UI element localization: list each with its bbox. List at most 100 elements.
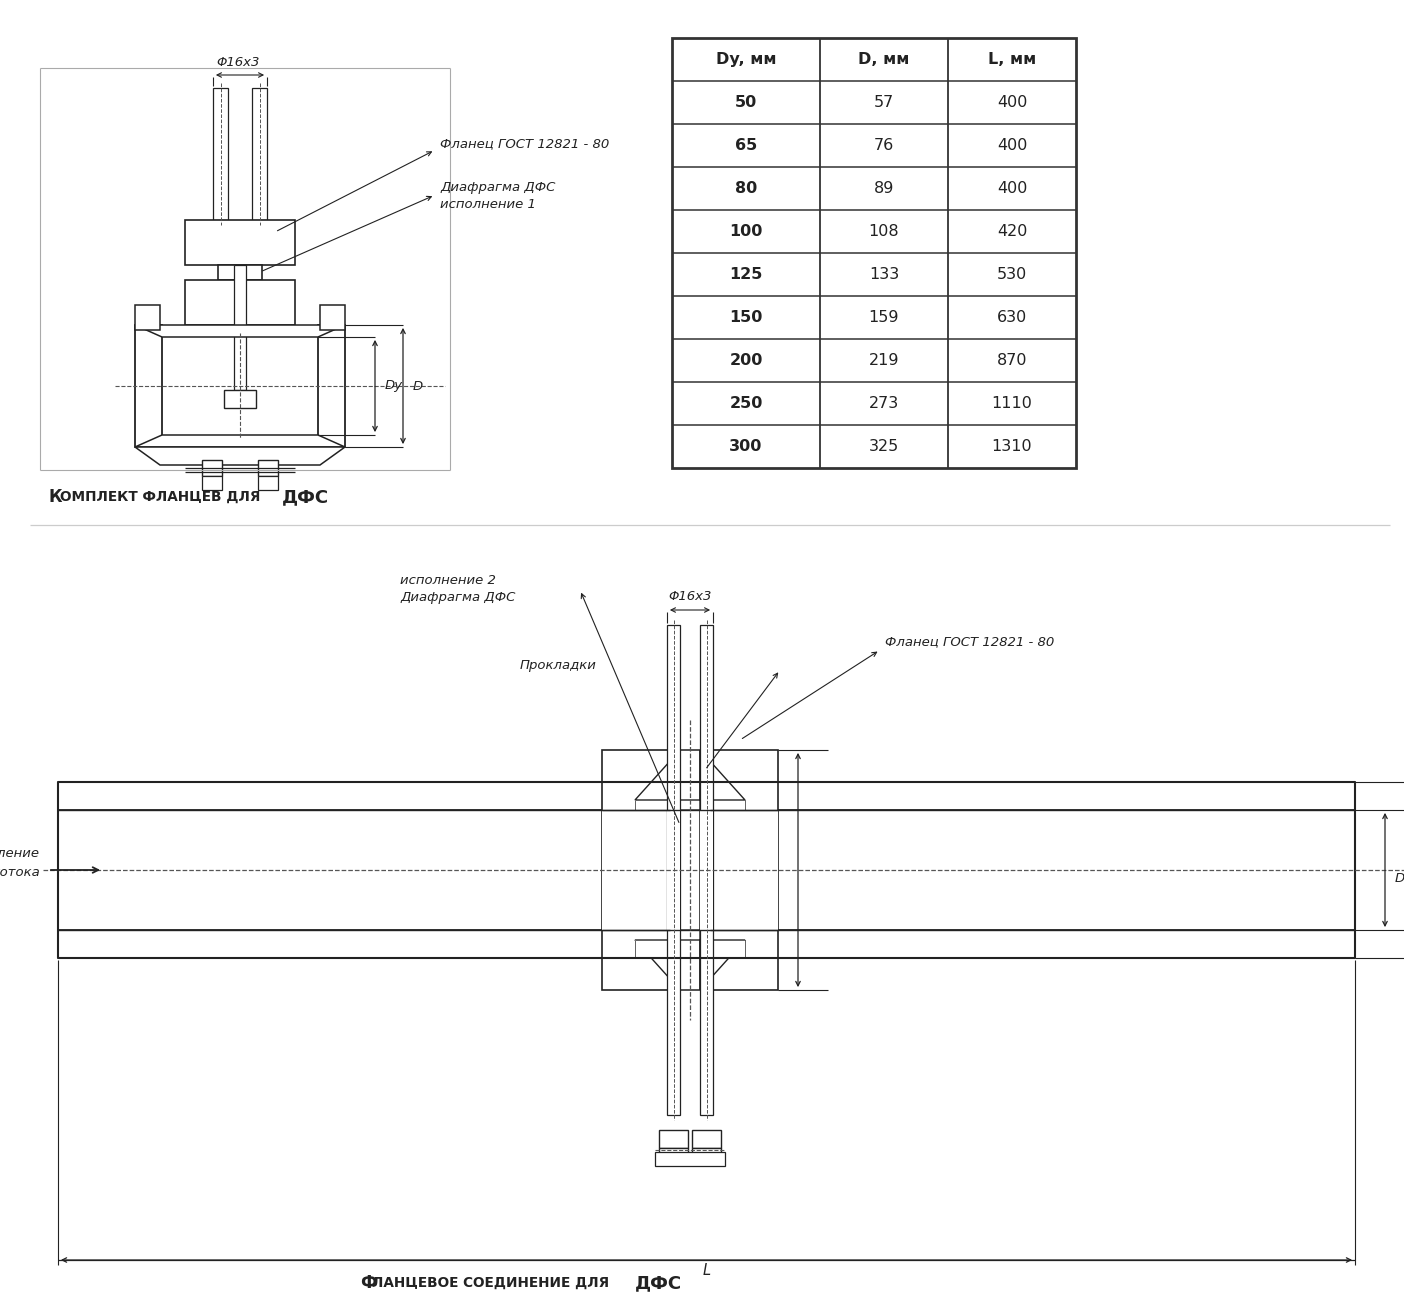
Bar: [218, 265, 263, 280]
Bar: [667, 625, 680, 1115]
Text: Диафрагма ДФС: Диафрагма ДФС: [439, 180, 556, 193]
Bar: [185, 220, 295, 265]
Text: 200: 200: [729, 353, 762, 368]
Text: 870: 870: [997, 353, 1028, 368]
Bar: [692, 1148, 722, 1163]
Text: потока: потока: [0, 866, 39, 879]
Bar: [234, 265, 246, 390]
Text: 50: 50: [734, 95, 757, 111]
Bar: [602, 750, 670, 990]
Text: 133: 133: [869, 267, 899, 282]
Text: 76: 76: [873, 138, 894, 153]
Polygon shape: [635, 930, 680, 958]
Text: 57: 57: [873, 95, 894, 111]
Text: Диафрагма ДФС: Диафрагма ДФС: [400, 591, 515, 604]
Text: 89: 89: [873, 182, 894, 196]
Bar: [602, 811, 670, 930]
Bar: [710, 750, 778, 990]
Bar: [710, 811, 778, 930]
Bar: [701, 625, 713, 1115]
Bar: [258, 476, 278, 490]
Bar: [658, 1148, 688, 1163]
Bar: [58, 930, 1355, 958]
Bar: [692, 1130, 722, 1148]
Text: D: D: [1396, 871, 1404, 884]
Text: 108: 108: [869, 224, 900, 240]
Text: 80: 80: [734, 182, 757, 196]
Bar: [213, 88, 227, 220]
Bar: [658, 1148, 688, 1163]
Text: 325: 325: [869, 440, 899, 454]
Text: исполнение 1: исполнение 1: [439, 197, 536, 211]
Polygon shape: [635, 930, 746, 990]
Text: 159: 159: [869, 311, 899, 325]
Bar: [213, 88, 227, 220]
Bar: [667, 625, 680, 1115]
Text: Φ16х3: Φ16х3: [216, 55, 260, 68]
Polygon shape: [317, 325, 345, 447]
Text: Фланец ГОСТ 12821 - 80: Фланец ГОСТ 12821 - 80: [439, 137, 609, 150]
Text: D: D: [413, 379, 423, 392]
Bar: [218, 265, 263, 280]
Text: 1310: 1310: [991, 440, 1032, 454]
Bar: [258, 461, 278, 476]
Bar: [656, 1152, 724, 1166]
Bar: [680, 750, 701, 990]
Bar: [234, 265, 246, 390]
Text: 400: 400: [997, 182, 1028, 196]
Text: 150: 150: [729, 311, 762, 325]
Bar: [673, 38, 1075, 468]
Text: ЛАНЦЕВОЕ СОЕДИНЕНИЕ ДЛЯ: ЛАНЦЕВОЕ СОЕДИНЕНИЕ ДЛЯ: [372, 1277, 609, 1290]
Text: L: L: [702, 1263, 710, 1278]
Text: 219: 219: [869, 353, 899, 368]
Text: Dy, мм: Dy, мм: [716, 53, 776, 67]
Bar: [58, 930, 1355, 958]
Bar: [673, 38, 1075, 468]
Text: D, мм: D, мм: [858, 53, 910, 67]
Text: 250: 250: [729, 396, 762, 411]
Bar: [658, 1130, 688, 1148]
Bar: [680, 750, 701, 990]
Text: 630: 630: [997, 311, 1028, 325]
Bar: [667, 811, 680, 930]
Text: Прокладки: Прокладки: [519, 658, 597, 671]
Text: 1110: 1110: [991, 396, 1032, 411]
Polygon shape: [135, 436, 345, 447]
Polygon shape: [135, 325, 345, 337]
Text: Фланец ГОСТ 12821 - 80: Фланец ГОСТ 12821 - 80: [885, 636, 1054, 649]
Bar: [251, 88, 267, 220]
Text: К: К: [48, 488, 62, 505]
Bar: [656, 1152, 724, 1166]
Bar: [202, 461, 222, 476]
Polygon shape: [135, 325, 161, 447]
Bar: [225, 390, 256, 408]
Text: ДФС: ДФС: [282, 488, 329, 505]
Text: Направление: Направление: [0, 848, 39, 861]
Text: исполнение 2: исполнение 2: [400, 575, 496, 587]
Bar: [225, 390, 256, 408]
Text: 530: 530: [997, 267, 1028, 282]
Text: 100: 100: [729, 224, 762, 240]
Bar: [202, 461, 222, 476]
Bar: [251, 88, 267, 220]
Bar: [710, 750, 778, 990]
Bar: [58, 782, 1355, 811]
Bar: [701, 625, 713, 1115]
Text: 400: 400: [997, 95, 1028, 111]
Bar: [58, 782, 1355, 811]
Bar: [202, 476, 222, 490]
Bar: [602, 750, 670, 990]
Text: Ф: Ф: [359, 1274, 376, 1292]
Bar: [258, 461, 278, 476]
Text: 420: 420: [997, 224, 1028, 240]
Polygon shape: [320, 305, 345, 330]
Polygon shape: [635, 750, 746, 811]
Text: L, мм: L, мм: [988, 53, 1036, 67]
Text: Φ16х3: Φ16х3: [668, 591, 712, 604]
Polygon shape: [135, 305, 160, 330]
Polygon shape: [701, 930, 746, 958]
Polygon shape: [135, 447, 345, 465]
Bar: [692, 1148, 722, 1163]
Text: 65: 65: [734, 138, 757, 153]
Text: ДФС: ДФС: [635, 1274, 682, 1292]
